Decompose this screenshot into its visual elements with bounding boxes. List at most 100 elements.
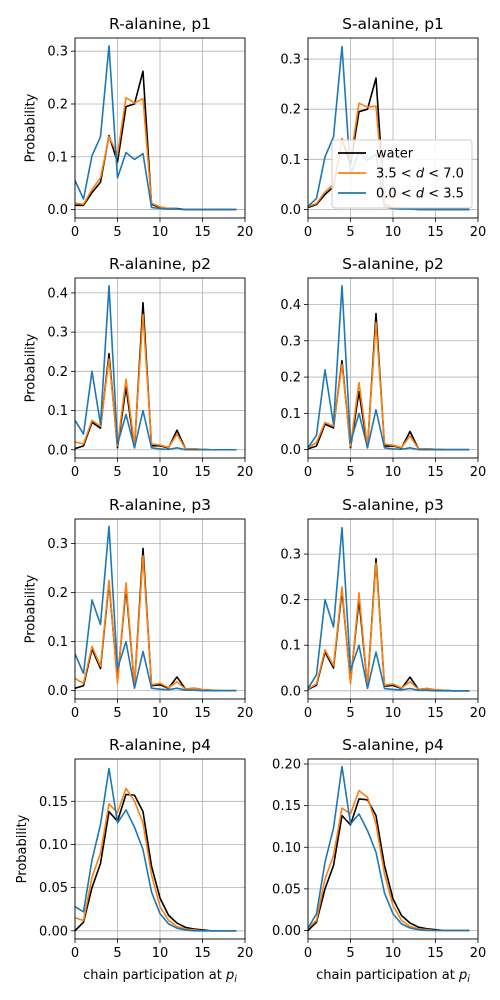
y-axis-label: Probability (23, 574, 38, 643)
y-tick-label: 0.2 (47, 365, 68, 380)
y-tick-label: 0.4 (47, 286, 68, 301)
y-tick-label: 0.0 (280, 443, 301, 458)
y-tick-label: 0.00 (272, 924, 301, 939)
y-tick-label: 0.1 (47, 404, 68, 419)
chart-title: S-alanine, p3 (342, 496, 444, 514)
x-tick-label: 10 (152, 465, 169, 480)
series-line-3 (75, 525, 237, 692)
y-tick-label: 0.2 (47, 586, 68, 601)
series-line-2 (75, 313, 237, 451)
y-tick-label: 0.20 (272, 757, 301, 772)
chart-title: S-alanine, p4 (342, 736, 444, 754)
x-tick-label: 5 (346, 465, 354, 480)
x-tick-label: 0 (304, 225, 312, 240)
chart-panel-2: 0 5 10 15 20 0.0 0.1 0.2 0.3 S-alanine, p1 water 3.… (280, 15, 486, 240)
legend-label-3: 0.0 < d < 3.5 (376, 187, 464, 202)
y-tick-label: 0.00 (39, 924, 68, 939)
chart-panel-8: 0 5 10 15 20 0.00 0.05 0.10 0.15 0.20 S-alanine, p… (272, 736, 486, 985)
chart-panel-6: 0 5 10 15 20 0.0 0.1 0.2 0.3 S-alanine, p3 (280, 496, 486, 721)
x-axis-label: chain participation at pi (83, 968, 237, 985)
x-tick-label: 0 (71, 465, 79, 480)
x-tick-label: 15 (427, 225, 444, 240)
x-tick-label: 0 (304, 946, 312, 961)
x-tick-label: 10 (385, 225, 402, 240)
y-tick-label: 0.10 (272, 841, 301, 856)
series-line-3 (308, 526, 470, 692)
y-tick-label: 0.3 (47, 45, 68, 60)
y-tick-label: 0.3 (280, 548, 301, 563)
legend-box (331, 139, 473, 209)
x-tick-label: 5 (113, 706, 121, 721)
y-axis-label: Probability (23, 333, 38, 402)
chart-title: R-alanine, p4 (109, 736, 211, 754)
series-line-2 (308, 789, 470, 932)
x-tick-label: 10 (385, 465, 402, 480)
x-tick-label: 10 (152, 946, 169, 961)
y-tick-label: 0.3 (280, 334, 301, 349)
y-tick-label: 0.2 (280, 371, 301, 386)
chart-title: S-alanine, p1 (342, 15, 444, 33)
y-tick-label: 0.1 (280, 639, 301, 654)
series-line-3 (308, 765, 470, 932)
x-tick-label: 20 (470, 225, 487, 240)
y-tick-label: 0.1 (47, 150, 68, 165)
x-tick-label: 20 (470, 706, 487, 721)
y-axis-label: Probability (15, 814, 30, 883)
x-tick-label: 5 (346, 225, 354, 240)
y-tick-label: 0.15 (39, 795, 68, 810)
series-line-1 (75, 301, 237, 451)
y-tick-label: 0.15 (272, 799, 301, 814)
x-tick-label: 20 (237, 465, 254, 480)
series-line-3 (75, 767, 237, 932)
chart-title: R-alanine, p3 (109, 496, 211, 514)
series-line-2 (308, 321, 470, 451)
y-tick-label: 0.0 (280, 203, 301, 218)
x-tick-label: 15 (427, 946, 444, 961)
y-tick-label: 0.05 (272, 882, 301, 897)
chart-title: S-alanine, p2 (342, 255, 444, 273)
x-tick-label: 15 (427, 706, 444, 721)
y-tick-label: 0.0 (47, 443, 68, 458)
y-tick-label: 0.3 (47, 326, 68, 341)
chart-panel-4: 0 5 10 15 20 0.0 0.1 0.2 0.3 0.4 S-alanine, p2 (280, 255, 486, 480)
chart-title: R-alanine, p1 (109, 15, 211, 33)
chart-panel-3: 0 5 10 15 20 0.0 0.1 0.2 0.3 0.4 R-alanine, p2 Prob… (23, 255, 253, 480)
x-tick-label: 10 (385, 946, 402, 961)
series-line-3 (75, 45, 237, 211)
y-tick-label: 0.1 (280, 407, 301, 422)
x-tick-label: 15 (427, 465, 444, 480)
x-tick-label: 5 (113, 225, 121, 240)
y-tick-label: 0.0 (47, 684, 68, 699)
y-tick-label: 0.05 (39, 881, 68, 896)
x-tick-label: 20 (470, 946, 487, 961)
x-tick-label: 10 (152, 225, 169, 240)
y-tick-label: 0.3 (280, 53, 301, 68)
series-line-1 (75, 793, 237, 932)
y-tick-label: 0.4 (280, 298, 301, 313)
y-tick-label: 0.0 (280, 684, 301, 699)
series-line-1 (308, 312, 470, 451)
x-tick-label: 0 (304, 465, 312, 480)
series-line-3 (75, 285, 237, 451)
chart-panel-5: 0 5 10 15 20 0.0 0.1 0.2 0.3 R-alanine, p3 Probabi… (23, 496, 253, 721)
legend: water 3.5 < d < 7.0 0.0 < d < 3.5 (331, 139, 473, 209)
x-tick-label: 0 (71, 706, 79, 721)
chart-panel-1: 0 5 10 15 20 0.0 0.1 0.2 0.3 R-alanine, p1 Probabi… (23, 15, 253, 240)
x-tick-label: 15 (194, 946, 211, 961)
x-tick-label: 15 (194, 706, 211, 721)
y-tick-label: 0.0 (47, 203, 68, 218)
x-tick-label: 0 (71, 225, 79, 240)
x-tick-label: 15 (194, 225, 211, 240)
x-axis-label: chain participation at pi (316, 968, 470, 985)
legend-label-2: 3.5 < d < 7.0 (376, 167, 464, 182)
x-tick-label: 5 (346, 946, 354, 961)
x-tick-label: 20 (470, 465, 487, 480)
series-line-1 (308, 798, 470, 932)
series-line-2 (75, 554, 237, 692)
x-tick-label: 20 (237, 225, 254, 240)
y-axis-label: Probability (23, 93, 38, 162)
legend-label-1: water (376, 147, 414, 162)
chart-panel-7: 0 5 10 15 20 0.00 0.05 0.10 0.15 R-alanine, p4 Pro… (15, 736, 253, 985)
x-tick-label: 20 (237, 946, 254, 961)
y-tick-label: 0.10 (39, 838, 68, 853)
